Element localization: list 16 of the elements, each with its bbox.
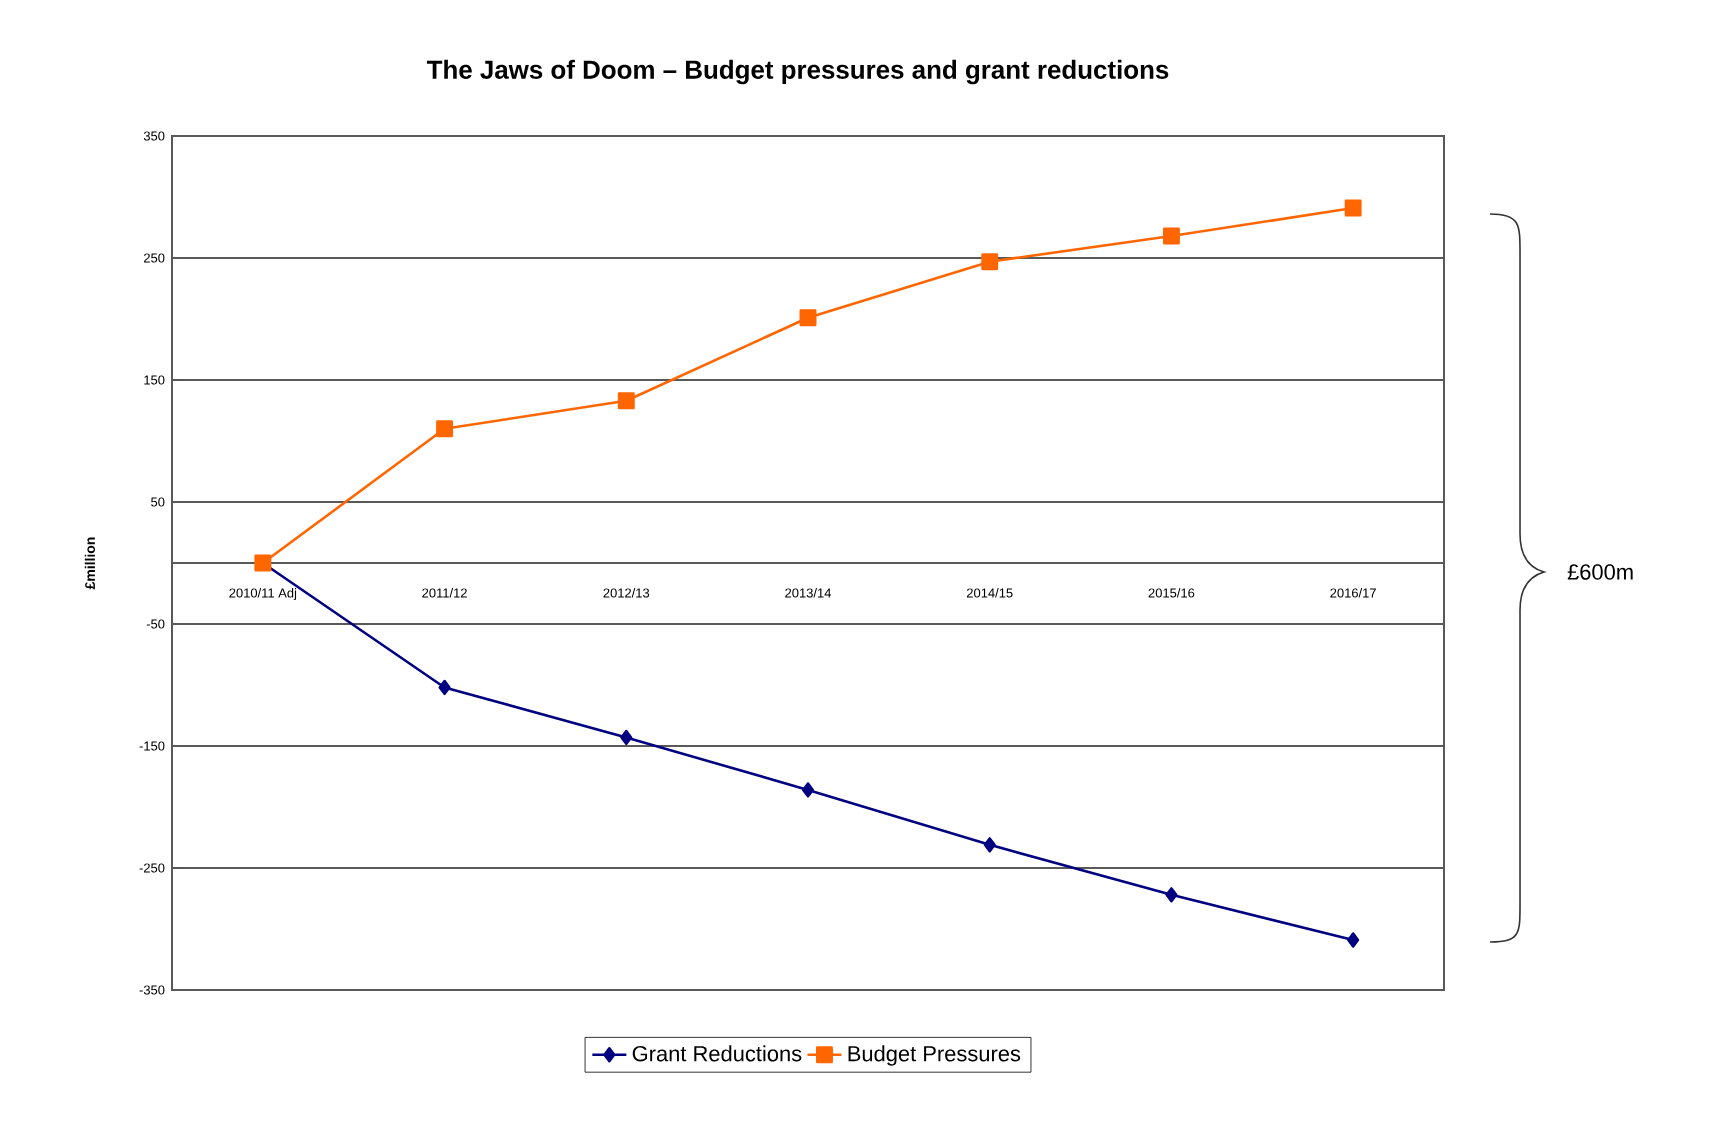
point (983, 837, 996, 853)
chart-title: The Jaws of Doom – Budget pressures and grant reductions (426, 59, 1169, 85)
point (799, 309, 817, 327)
point (620, 729, 633, 746)
point (438, 679, 451, 696)
point (436, 420, 454, 438)
point (1165, 887, 1178, 903)
point (981, 253, 999, 271)
point (801, 782, 815, 798)
point (617, 392, 635, 410)
legend-label: Grant Reductions (632, 1045, 802, 1062)
text: £600m (1567, 564, 1633, 580)
point (1347, 932, 1360, 948)
point (1162, 227, 1180, 245)
legend-label: Budget Pressures (848, 1045, 1021, 1066)
point (1344, 199, 1362, 217)
